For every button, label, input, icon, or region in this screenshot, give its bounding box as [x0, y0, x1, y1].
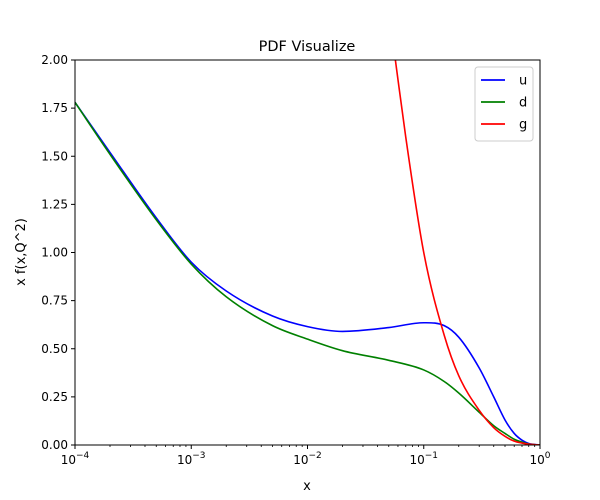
y-tick-label: 0.50 [41, 342, 68, 356]
x-tick-label: 10−2 [293, 451, 322, 467]
series-line-d [75, 101, 540, 445]
x-tick-label: 10−3 [177, 451, 206, 467]
chart-title: PDF Visualize [259, 39, 356, 55]
y-tick-label: 1.25 [41, 197, 68, 211]
x-tick-label: 10−1 [409, 451, 438, 467]
legend-label-d: d [519, 96, 527, 111]
x-tick-label: 100 [529, 451, 550, 467]
y-tick-label: 1.00 [41, 246, 68, 260]
y-tick-label: 0.00 [41, 438, 68, 452]
series-layer [75, 60, 540, 445]
y-axis: 0.00 0.25 0.50 0.75 1.00 1.25 1.50 1.75 2.00 [41, 53, 75, 452]
y-tick-label: 1.75 [41, 101, 68, 115]
y-tick-label: 2.00 [41, 53, 68, 67]
x-tick-label: 10−4 [61, 451, 90, 467]
legend-label-u: u [519, 74, 527, 89]
y-tick-label: 1.50 [41, 149, 68, 163]
y-tick-label: 0.75 [41, 294, 68, 308]
legend-box [474, 66, 534, 142]
series-line-u [75, 101, 540, 445]
series-line-g [394, 60, 540, 445]
x-axis-label: x [303, 479, 311, 494]
legend: udg [474, 66, 534, 142]
legend-label-g: g [519, 118, 527, 133]
x-axis: 10−4 10−3 10−2 10−1 100 [61, 445, 551, 467]
y-tick-label: 0.25 [41, 390, 68, 404]
y-axis-label: x f(x,Q^2) [14, 218, 29, 286]
